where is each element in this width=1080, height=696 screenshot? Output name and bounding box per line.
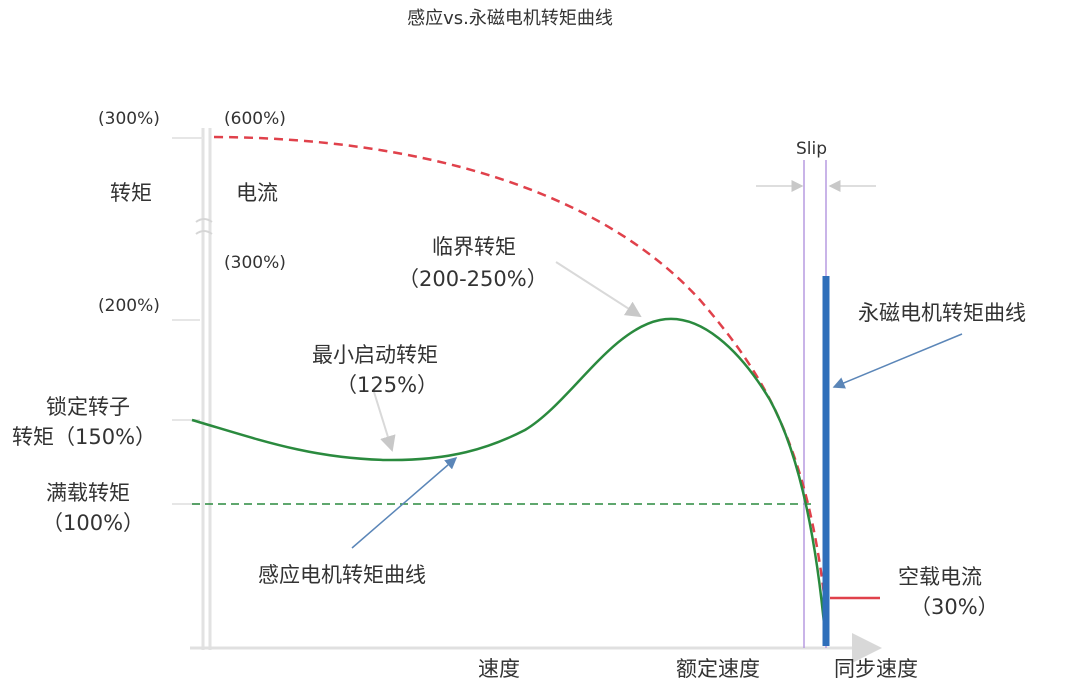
x-axis-sync-speed-label: 同步速度 [834, 657, 918, 681]
induction-curve-pointer [351, 457, 458, 549]
pullup-pct-label: （125%） [336, 373, 438, 397]
breakdown-pointer [555, 261, 642, 318]
locked-rotor-label-1: 锁定转子 [46, 395, 130, 419]
pullup-label: 最小启动转矩 [312, 343, 438, 367]
breakdown-label: 临界转矩 [432, 235, 516, 259]
axis-break-mark [195, 218, 213, 235]
torque-tick-300: (300%) [98, 109, 160, 129]
chart-title: 感应vs.永磁电机转矩曲线 [407, 8, 613, 29]
current-curve [213, 135, 828, 613]
full-load-label-2: （100%） [42, 511, 144, 535]
pm-curve-label: 永磁电机转矩曲线 [858, 301, 1026, 325]
torque-axis-label: 转矩 [110, 181, 152, 205]
full-load-label-1: 满载转矩 [46, 481, 130, 505]
current-tick-600: (600%) [224, 109, 286, 129]
x-axis-rated-speed-label: 额定速度 [676, 657, 760, 681]
current-tick-300: (300%) [224, 253, 286, 273]
induction-curve-label: 感应电机转矩曲线 [258, 563, 426, 587]
breakdown-pct-label: （200-250%） [398, 267, 548, 291]
no-load-current-label-1: 空载电流 [898, 565, 982, 589]
slip-label: Slip [796, 139, 827, 159]
locked-rotor-label-2: 转矩（150%） [12, 425, 156, 449]
torque-tick-200: (200%) [98, 296, 160, 316]
axes [172, 128, 882, 663]
pm-curve-pointer [832, 333, 963, 389]
induction-torque-curve [191, 317, 828, 646]
current-axis-label: 电流 [236, 181, 278, 205]
no-load-current-label-2: （30%） [910, 595, 999, 619]
pullup-pointer [373, 391, 396, 452]
slip-marker: Slip [756, 139, 876, 648]
x-axis-speed-label: 速度 [478, 657, 520, 681]
pointer-arrows [351, 261, 963, 549]
